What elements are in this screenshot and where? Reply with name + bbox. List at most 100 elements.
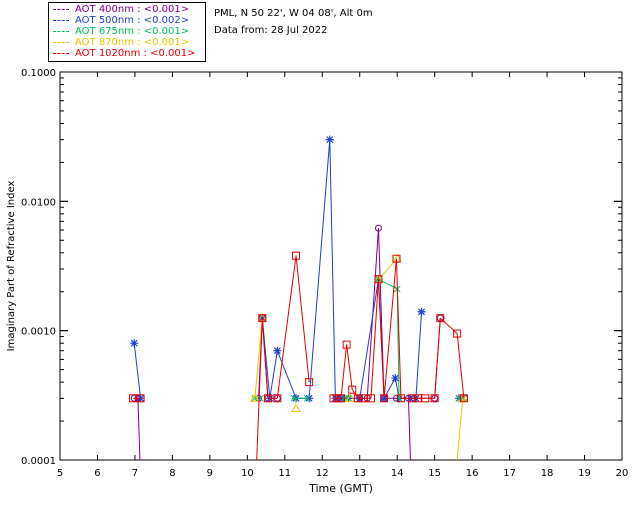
x-tick-label: 17	[503, 468, 516, 479]
legend-item-870nm: AOT 870nm : <0.001>	[53, 37, 189, 48]
series-line-segment	[340, 344, 348, 399]
data-point	[353, 394, 362, 403]
y-tick-label: 0.0001	[21, 456, 56, 467]
series-line-segment	[276, 255, 297, 399]
legend-label-675nm: AOT 675nm : <0.001>	[75, 26, 190, 37]
series-group	[249, 253, 468, 461]
data-point	[325, 135, 334, 144]
data-point	[417, 307, 426, 316]
x-axis-label: Time (GMT)	[308, 482, 373, 495]
legend-swatch-400nm	[53, 8, 69, 10]
x-tick-label: 9	[207, 468, 213, 479]
series-line-segment	[359, 279, 379, 399]
legend-item-500nm: AOT 500nm : <0.002>	[53, 15, 189, 26]
series-line-segment	[383, 258, 397, 399]
legend-label-870nm: AOT 870nm : <0.001>	[75, 37, 190, 48]
series-line-segment	[377, 279, 385, 399]
data-point	[408, 394, 417, 403]
data-point	[292, 251, 301, 260]
data-point	[290, 394, 298, 402]
data-point	[430, 394, 439, 403]
data-point	[291, 403, 301, 413]
series-line-segment	[256, 318, 263, 461]
data-point	[396, 394, 405, 403]
data-point	[263, 394, 272, 403]
data-date: Data from: 28 Jul 2022	[214, 25, 328, 36]
series-line-segment	[434, 318, 441, 399]
series-drop-line	[137, 398, 141, 461]
legend-label-500nm: AOT 500nm : <0.002>	[75, 15, 190, 26]
axis-ticks: 5 6 7 8 9 10 11 12 13 14 15 16 17 18 19 20 0.0001 0.0010 0…	[21, 68, 628, 479]
series-line-segment	[254, 318, 263, 399]
series-line-segment	[261, 318, 269, 399]
data-point	[392, 254, 401, 263]
data-point	[421, 394, 430, 403]
station-info: PML, N 50 22', W 04 08', Alt 0m	[214, 8, 373, 19]
x-tick-label: 11	[278, 468, 291, 479]
x-tick-label: 18	[541, 468, 554, 479]
y-tick-label: 0.1000	[21, 68, 56, 79]
data-point	[273, 346, 282, 355]
data-point	[459, 394, 468, 403]
series-layer	[129, 135, 469, 461]
legend-swatch-675nm	[53, 30, 69, 32]
data-point	[366, 394, 375, 403]
series-group	[251, 275, 467, 402]
legend-item-400nm: AOT 400nm : <0.001>	[53, 4, 189, 15]
x-tick-label: 16	[466, 468, 479, 479]
y-tick-label: 0.0100	[21, 197, 56, 208]
x-tick-label: 19	[578, 468, 591, 479]
legend-label-400nm: AOT 400nm : <0.001>	[75, 4, 190, 15]
legend-item-675nm: AOT 675nm : <0.001>	[53, 26, 189, 37]
data-point	[453, 329, 462, 338]
series-line-segment	[395, 258, 402, 399]
series-line-segment	[133, 343, 142, 399]
series-line-segment	[456, 333, 465, 399]
data-point	[249, 393, 260, 402]
data-point	[305, 394, 314, 403]
x-tick-label: 13	[353, 468, 366, 479]
data-point	[348, 385, 357, 394]
data-point	[337, 394, 345, 403]
data-point	[273, 394, 282, 403]
data-point	[392, 253, 403, 263]
series-line-segment	[370, 279, 379, 399]
x-tick-label: 7	[132, 468, 138, 479]
series-line-segment	[276, 350, 297, 399]
data-point	[380, 394, 389, 403]
plot-frame	[59, 71, 623, 461]
legend-swatch-1020nm	[53, 52, 69, 54]
series-line-segment	[329, 139, 336, 399]
y-axis-label: Imaginary Part of Refractive Index	[6, 181, 17, 352]
x-tick-label: 6	[94, 468, 100, 479]
data-point	[136, 394, 145, 403]
legend-swatch-500nm	[53, 19, 69, 21]
data-point	[130, 339, 139, 348]
data-point	[374, 224, 382, 232]
data-point	[258, 314, 267, 323]
x-tick-label: 5	[57, 468, 63, 479]
data-point	[374, 275, 383, 284]
x-tick-label: 8	[169, 468, 175, 479]
series-line-segment	[269, 350, 278, 399]
legend: AOT 400nm : <0.001> AOT 500nm : <0.002> …	[48, 2, 206, 62]
x-tick-label: 14	[391, 468, 404, 479]
data-point	[345, 393, 356, 402]
series-line-segment	[308, 139, 331, 399]
data-point	[342, 340, 351, 349]
x-tick-label: 10	[241, 468, 254, 479]
series-line-segment	[351, 389, 359, 399]
series-line-segment	[456, 398, 464, 461]
x-tick-label: 20	[616, 468, 629, 479]
y-tick-label: 0.0010	[21, 327, 56, 338]
data-point	[436, 314, 445, 323]
series-group	[130, 135, 464, 403]
series-line-segment	[415, 311, 423, 399]
data-point	[305, 378, 314, 387]
x-tick-label: 15	[428, 468, 441, 479]
series-line-segment	[396, 288, 400, 399]
data-point	[391, 374, 400, 383]
legend-label-1020nm: AOT 1020nm : <0.001>	[75, 48, 196, 59]
series-group	[130, 224, 469, 461]
